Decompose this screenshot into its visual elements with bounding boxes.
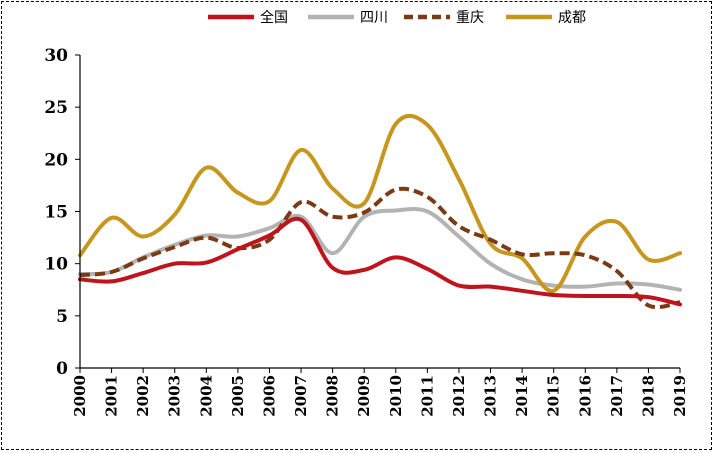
y-tick-label: 30 [44, 46, 68, 66]
legend-label-3: 成都 [558, 10, 586, 26]
x-tick-label: 2011 [418, 375, 436, 417]
legend-label-1: 四川 [360, 10, 388, 26]
series-line-0 [78, 216, 682, 307]
y-tick-label: 0 [56, 359, 68, 379]
x-tick-label: 2008 [324, 375, 342, 417]
x-tick-label: 2015 [545, 375, 563, 417]
y-tick-label: 25 [44, 98, 68, 118]
series-line-3 [78, 114, 682, 293]
x-tick-label: 2006 [260, 375, 278, 417]
series-lines [78, 114, 682, 310]
series-line-2 [79, 186, 681, 310]
x-tick-label: 2002 [134, 375, 152, 417]
y-tick-label: 15 [44, 203, 68, 223]
legend: 全国 四川 重庆 成都 [208, 9, 586, 26]
x-tick-label: 2003 [166, 375, 184, 417]
legend-label-0: 全国 [260, 9, 288, 26]
x-tick-label: 2013 [482, 375, 500, 417]
x-axis-ticks: 2000 2001 2002 2003 2004 2005 2006 2007 2008 2009… [71, 368, 689, 417]
x-tick-label: 2016 [576, 375, 594, 417]
y-tick-label: 5 [56, 307, 68, 327]
y-tick-label: 20 [44, 150, 68, 170]
legend-label-2: 重庆 [456, 10, 484, 26]
x-tick-label: 2000 [71, 375, 89, 417]
x-tick-label: 2009 [355, 375, 373, 417]
x-tick-label: 2004 [197, 375, 215, 417]
x-tick-label: 2014 [513, 375, 531, 417]
y-axis-ticks: 0 5 10 15 20 25 30 [44, 46, 80, 379]
x-tick-label: 2018 [639, 375, 657, 417]
series-line-1 [78, 207, 682, 292]
x-tick-label: 2012 [450, 375, 468, 417]
x-tick-label: 2007 [292, 375, 310, 417]
x-tick-label: 2019 [671, 375, 689, 417]
x-tick-label: 2017 [608, 375, 626, 417]
x-tick-label: 2001 [103, 375, 121, 417]
y-tick-label: 10 [44, 255, 68, 275]
x-tick-label: 2005 [229, 375, 247, 417]
x-tick-label: 2010 [387, 375, 405, 417]
